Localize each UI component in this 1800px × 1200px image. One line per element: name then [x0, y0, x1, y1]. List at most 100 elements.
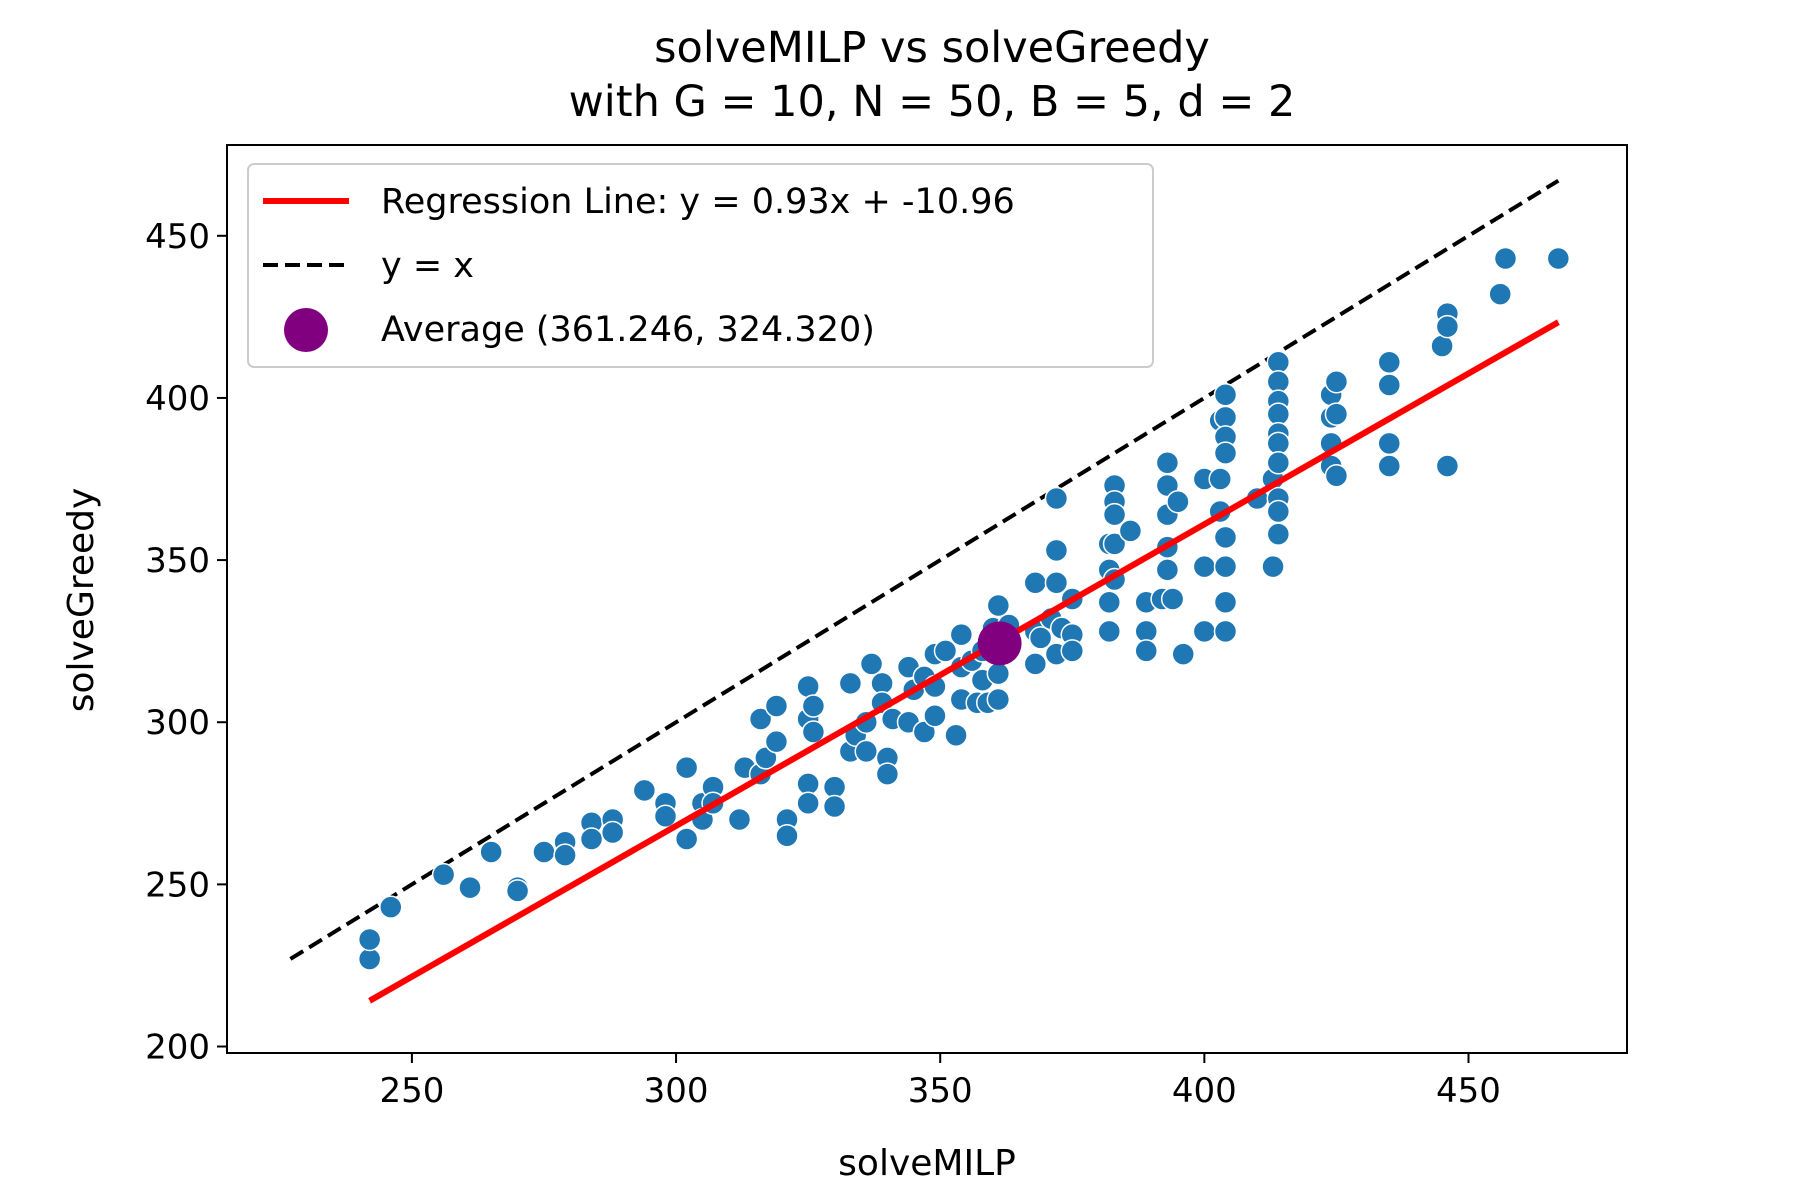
plot-frame	[226, 144, 1628, 1054]
identity-line	[289, 178, 1560, 961]
data-point	[859, 652, 884, 676]
data-point	[933, 639, 958, 663]
y-axis-ticks: 200 250 300 350 400 450	[145, 217, 227, 1068]
data-point	[1213, 590, 1238, 614]
data-point	[764, 694, 789, 718]
data-point	[1266, 369, 1291, 394]
y-tick-label: 450	[145, 217, 210, 257]
data-point	[1266, 451, 1291, 475]
y-tick-label: 200	[145, 1028, 210, 1068]
data-point	[822, 794, 847, 819]
data-point	[674, 827, 699, 851]
data-point	[357, 927, 382, 952]
data-point	[775, 823, 799, 848]
data-point	[532, 840, 556, 864]
y-axis-label: solveGreedy	[61, 488, 102, 713]
x-tick-label: 300	[644, 1071, 709, 1111]
data-point	[1192, 554, 1217, 579]
data-point	[801, 720, 826, 744]
data-point	[1171, 642, 1195, 666]
data-point	[1213, 554, 1238, 579]
data-point	[727, 807, 752, 832]
legend-average-swatch	[284, 308, 328, 352]
data-point	[357, 947, 382, 971]
data-point	[1208, 467, 1232, 491]
data-point	[1213, 441, 1238, 465]
data-point	[1266, 350, 1291, 375]
data-point	[949, 622, 974, 647]
data-point	[1166, 489, 1190, 514]
data-point	[1044, 486, 1069, 511]
data-point	[1213, 382, 1238, 407]
legend-box	[247, 163, 1154, 368]
y-tick-label: 250	[145, 865, 210, 905]
data-point	[553, 843, 577, 867]
data-point	[1023, 652, 1048, 676]
data-point	[822, 775, 847, 799]
data-point	[1324, 402, 1349, 426]
data-point	[600, 820, 625, 845]
regression-line	[368, 319, 1560, 1004]
data-point	[1488, 282, 1512, 306]
data-point	[1213, 525, 1238, 550]
data-point	[1044, 571, 1069, 595]
data-point	[944, 723, 968, 747]
data-point	[1134, 619, 1158, 644]
legend: Regression Line: y = 0.93x + -10.96 y = …	[247, 163, 1154, 368]
legend-regression-label: Regression Line: y = 0.93x + -10.96	[381, 182, 1015, 222]
data-point	[1044, 538, 1069, 563]
regression-line-layer	[368, 318, 1560, 1005]
data-point	[1493, 246, 1518, 271]
data-point	[1097, 590, 1122, 614]
data-point	[1155, 451, 1180, 475]
data-point	[1377, 431, 1402, 456]
average-point-layer	[977, 621, 1022, 666]
data-point	[923, 703, 947, 728]
data-point	[754, 746, 778, 770]
data-point	[653, 804, 678, 829]
data-point	[379, 895, 403, 919]
data-point	[1102, 502, 1127, 527]
data-point	[912, 720, 937, 744]
identity-line-layer	[289, 178, 1560, 961]
data-point	[632, 778, 657, 803]
data-point	[1324, 464, 1349, 488]
data-point	[1377, 350, 1402, 375]
chart-subtitle: with G = 10, N = 50, B = 5, d = 2	[569, 77, 1296, 127]
y-tick-label: 400	[145, 379, 210, 419]
data-point	[1435, 454, 1460, 478]
data-point	[1377, 454, 1402, 478]
x-tick-label: 400	[1172, 1071, 1237, 1111]
data-point	[1102, 532, 1127, 556]
data-point	[1261, 554, 1285, 579]
data-point	[1192, 619, 1217, 644]
data-point	[1435, 314, 1460, 339]
legend-identity-label: y = x	[381, 246, 474, 286]
data-point	[838, 671, 863, 696]
data-point	[1266, 522, 1291, 546]
data-point	[1377, 373, 1402, 397]
plot-area	[289, 178, 1571, 1005]
data-point	[986, 687, 1011, 712]
x-tick-label: 250	[379, 1071, 444, 1111]
data-point	[796, 674, 820, 699]
data-point	[854, 739, 878, 764]
data-point	[1324, 369, 1349, 394]
data-point	[1213, 619, 1238, 644]
y-tick-label: 350	[145, 541, 210, 581]
data-point	[796, 772, 820, 796]
data-point	[764, 729, 789, 754]
data-point	[875, 762, 900, 786]
data-point	[1546, 246, 1571, 271]
data-point	[748, 707, 773, 731]
data-point	[986, 661, 1011, 686]
data-point	[1155, 473, 1180, 498]
y-tick-label: 300	[145, 703, 210, 743]
data-point	[1266, 431, 1291, 456]
data-point	[1134, 639, 1158, 663]
data-point	[674, 755, 699, 780]
chart-title: solveMILP vs solveGreedy	[654, 23, 1210, 73]
data-point	[1097, 619, 1122, 644]
data-point	[870, 671, 894, 696]
